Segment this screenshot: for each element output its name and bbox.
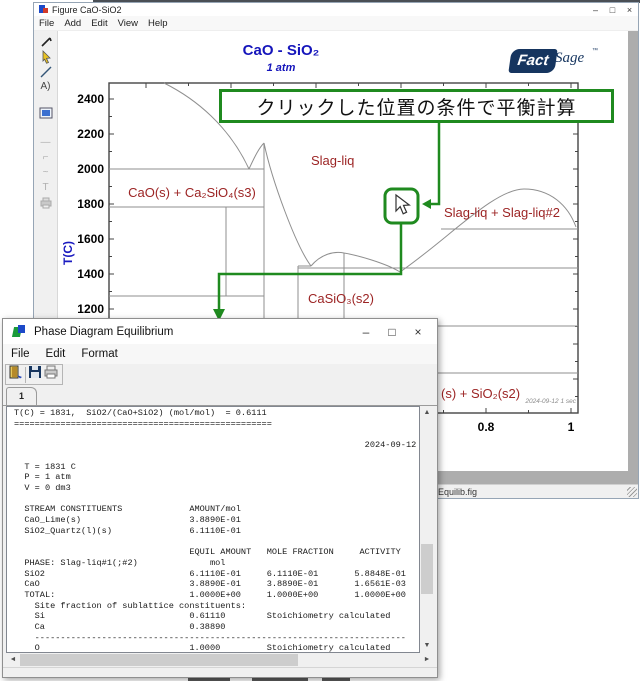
maximize-button[interactable]: □ — [388, 324, 396, 339]
region-slag-liq2: Slag-liq + Slag-liq#2 — [444, 205, 560, 220]
scroll-down-icon[interactable]: ▼ — [423, 642, 431, 649]
menu-edit[interactable]: Edit — [91, 17, 108, 29]
exit-icon[interactable] — [8, 364, 24, 385]
region-slag-liq: Slag-liq — [311, 153, 354, 168]
y-axis-title: T(C) — [61, 241, 75, 265]
trademark-symbol: ™ — [592, 48, 598, 54]
y-tick-labels: 2400 2200 2000 1800 1600 1400 1200 — [77, 92, 104, 316]
chart-datestamp: 2024-09-12 1 sec — [524, 398, 576, 405]
save-icon[interactable] — [27, 364, 43, 385]
region-casio3: CaSiO₃(s2) — [308, 291, 374, 306]
x-tick-0.8: 0.8 — [478, 420, 495, 434]
menu-edit[interactable]: Edit — [45, 348, 66, 360]
minimize-button[interactable]: – — [362, 324, 370, 339]
print-icon[interactable] — [43, 364, 59, 385]
background-window-edge — [93, 0, 640, 3]
x-tick-1: 1 — [568, 420, 575, 434]
svg-text:2400: 2400 — [77, 92, 104, 106]
toolbar-separator — [25, 366, 26, 383]
menu-file[interactable]: File — [39, 17, 55, 29]
svg-text:2200: 2200 — [77, 127, 104, 141]
equilibrium-toolbar — [5, 364, 63, 385]
svg-text:2000: 2000 — [77, 162, 104, 176]
print-tool-icon[interactable] — [37, 195, 55, 210]
background-text-sliver — [252, 678, 308, 681]
image-tool-icon[interactable] — [37, 105, 55, 120]
region-sio2: (s) + SiO₂(s2) — [441, 386, 520, 401]
scroll-right-icon[interactable]: ► — [423, 656, 431, 663]
resize-grip[interactable] — [627, 487, 637, 497]
horizontal-scrollbar[interactable]: ◄ ► — [6, 653, 434, 667]
factsage-logo-sage: Sage — [555, 50, 585, 66]
menu-help[interactable]: Help — [148, 17, 168, 29]
close-button[interactable]: × — [414, 324, 422, 339]
figure-app-icon — [39, 5, 48, 14]
figure-menubar: File Add Edit View Help — [34, 16, 638, 31]
equilibrium-app-icon — [11, 325, 26, 338]
clicked-position-marker[interactable] — [383, 187, 420, 225]
annotation-callout: クリックした位置の条件で平衡計算 — [219, 89, 614, 123]
factsage-logo: Fact Sage ™ — [508, 48, 620, 78]
factsage-logo-fact: Fact — [508, 49, 558, 73]
text-tool-icon[interactable]: T — [42, 182, 49, 193]
text-label-tool-icon[interactable]: A) — [40, 81, 51, 92]
vertical-scrollbar[interactable]: ▲ ▼ — [420, 406, 434, 653]
tab-1[interactable]: 1 — [6, 387, 37, 405]
svg-text:1400: 1400 — [77, 267, 104, 281]
chart-subtitle: 1 atm — [267, 62, 296, 74]
equilibrium-menubar: File Edit Format — [3, 344, 437, 364]
annotation-arrows — [213, 123, 441, 321]
corner-tool-icon[interactable]: ⌐ — [42, 152, 49, 163]
menu-format[interactable]: Format — [81, 348, 118, 360]
minimize-button[interactable]: – — [592, 4, 598, 15]
equilibrium-tabstrip: 1 — [3, 386, 437, 406]
svg-text:1200: 1200 — [77, 302, 104, 316]
horizontal-scroll-thumb[interactable] — [20, 654, 298, 666]
hline-tool-icon[interactable]: — — [40, 137, 51, 148]
vertical-scroll-thumb[interactable] — [421, 544, 433, 594]
scroll-left-icon[interactable]: ◄ — [9, 656, 17, 663]
equilibrium-bottom-strip — [3, 667, 437, 677]
figure-window-title: Figure CaO-SiO2 — [52, 4, 122, 15]
equilibrium-titlebar[interactable]: Phase Diagram Equilibrium – □ × — [3, 319, 437, 344]
chart-title: CaO - SiO₂ — [243, 42, 320, 59]
close-button[interactable]: × — [626, 4, 633, 15]
menu-add[interactable]: Add — [64, 17, 82, 29]
scroll-up-icon[interactable]: ▲ — [423, 409, 431, 416]
mouse-cursor-icon — [395, 193, 411, 215]
equilibrium-report-text: T(C) = 1831, SiO2/(CaO+SiO2) (mol/mol) =… — [14, 408, 417, 653]
curve-tool-icon[interactable]: ~ — [42, 167, 49, 178]
maximize-button[interactable]: □ — [609, 4, 616, 15]
menu-view[interactable]: View — [117, 17, 139, 29]
menu-file[interactable]: File — [11, 348, 30, 360]
figure-status-text: oEquilib.fig — [433, 487, 478, 497]
svg-text:1800: 1800 — [77, 197, 104, 211]
region-cao-ca2sio4: CaO(s) + Ca₂SiO₄(s3) — [128, 185, 256, 200]
background-text-sliver — [322, 678, 350, 681]
line-tool-icon[interactable] — [37, 64, 55, 79]
equilibrium-window[interactable]: Phase Diagram Equilibrium – □ × File Edi… — [2, 318, 438, 678]
figure-titlebar[interactable]: Figure CaO-SiO2 – □ × — [34, 3, 638, 16]
pointer-tool-icon[interactable] — [37, 49, 55, 64]
svg-text:1600: 1600 — [77, 232, 104, 246]
background-text-sliver — [188, 678, 230, 681]
equilibrium-window-title: Phase Diagram Equilibrium — [34, 325, 174, 338]
equilibrium-report-area[interactable]: T(C) = 1831, SiO2/(CaO+SiO2) (mol/mol) =… — [6, 406, 420, 653]
pen-tool-icon[interactable] — [37, 34, 55, 49]
